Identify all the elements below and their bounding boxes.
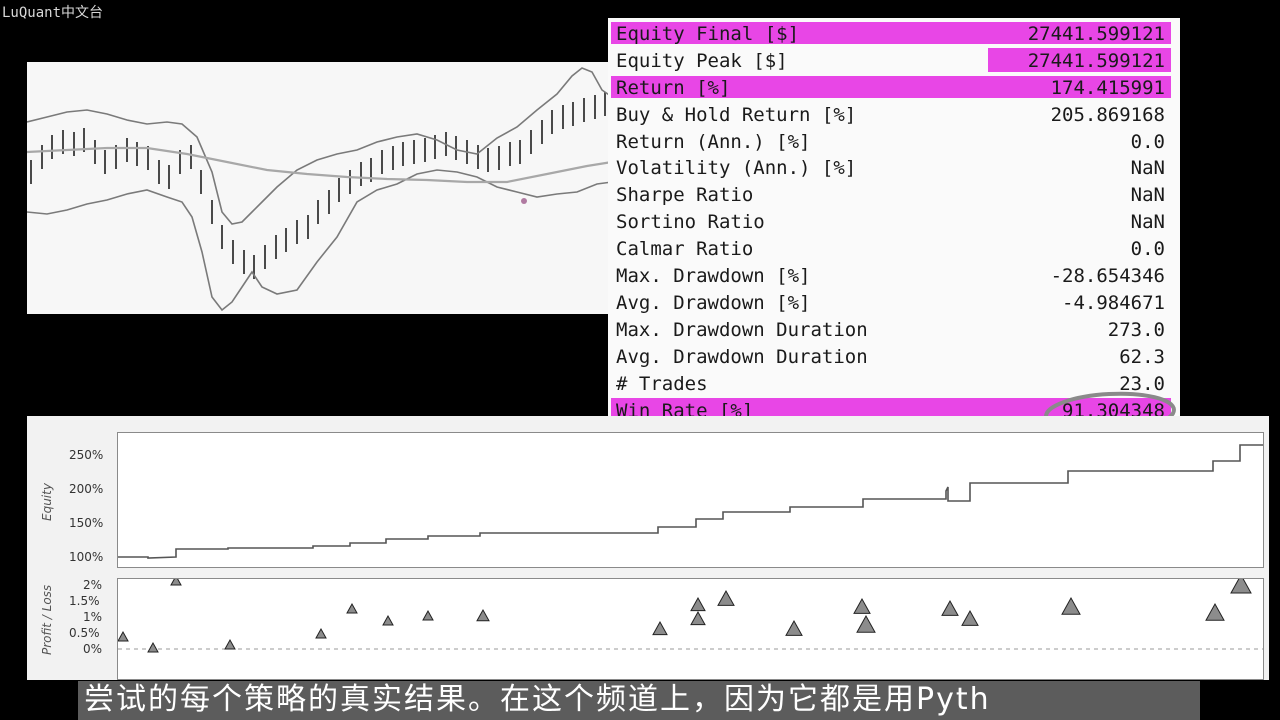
trade-triangle	[315, 627, 327, 639]
stat-row-return-ann: Return (Ann.) [%] 0.0	[608, 129, 1180, 155]
moving-average	[27, 146, 612, 184]
profit-loss-chart	[117, 578, 1264, 680]
stat-row-max-drawdown: Max. Drawdown [%] -28.654346	[608, 263, 1180, 289]
trade-triangle	[941, 599, 959, 616]
stat-row-buy-hold-return: Buy & Hold Return [%] 205.869168	[608, 102, 1180, 128]
highlight-equity-final	[611, 22, 1171, 44]
stat-value: 27441.599121	[1027, 50, 1165, 72]
trade-triangle	[1205, 602, 1225, 621]
price-bars	[30, 92, 606, 279]
trade-triangle	[690, 610, 706, 626]
stat-label: Calmar Ratio	[616, 238, 754, 260]
stat-row-calmar: Calmar Ratio 0.0	[608, 236, 1180, 262]
upper-band	[27, 67, 612, 225]
trade-triangle	[147, 641, 159, 653]
trade-triangle	[690, 596, 706, 612]
highlight-return	[611, 76, 1171, 98]
stat-value: 0.0	[1130, 131, 1165, 153]
stat-row-trades: # Trades 23.0	[608, 371, 1180, 397]
stat-row-avg-drawdown: Avg. Drawdown [%] -4.984671	[608, 290, 1180, 316]
stat-value: 273.0	[1107, 319, 1165, 341]
stat-value: NaN	[1130, 211, 1165, 233]
stat-row-sharpe: Sharpe Ratio NaN	[608, 182, 1180, 208]
stat-label: Equity Final [$]	[616, 23, 800, 45]
trade-triangle	[1061, 596, 1081, 615]
stat-value: 27441.599121	[1027, 23, 1165, 45]
stat-label: Return (Ann.) [%]	[616, 131, 811, 153]
trade-triangle	[422, 609, 434, 621]
trade-triangle	[1230, 579, 1252, 594]
stat-label: Max. Drawdown [%]	[616, 265, 811, 287]
pl-tick: 0%	[83, 642, 103, 656]
stat-value: 0.0	[1130, 238, 1165, 260]
stat-value: -4.984671	[1062, 292, 1165, 314]
equity-tick: 150%	[69, 516, 104, 530]
stat-label: Equity Peak [$]	[616, 50, 788, 72]
highlight-equity-peak-value	[988, 48, 1171, 72]
trade-triangle	[961, 609, 979, 626]
stat-value: NaN	[1130, 157, 1165, 179]
trade-triangle	[652, 620, 668, 636]
stat-value: -28.654346	[1050, 265, 1165, 287]
trade-triangle	[853, 597, 871, 614]
stat-row-volatility: Volatility (Ann.) [%] NaN	[608, 155, 1180, 181]
stat-row-equity-peak: Equity Peak [$] 27441.599121	[608, 48, 1180, 74]
equity-axis-title: Equity	[40, 483, 54, 521]
stat-value: 174.415991	[1050, 77, 1165, 99]
video-subtitle: 尝试的每个策略的真实结果。在这个频道上，因为它都是用Pyth	[84, 682, 991, 717]
stat-label: Sharpe Ratio	[616, 184, 754, 206]
stat-label: # Trades	[616, 373, 708, 395]
stat-label: Buy & Hold Return [%]	[616, 104, 857, 126]
stat-label: Volatility (Ann.) [%]	[616, 157, 857, 179]
equity-curve	[118, 444, 1263, 559]
equity-tick: 250%	[69, 448, 104, 462]
price-chart-panel	[27, 62, 612, 314]
trade-triangle	[346, 602, 358, 614]
stat-label: Sortino Ratio	[616, 211, 765, 233]
trade-triangle	[382, 614, 394, 626]
trade-triangle	[856, 614, 876, 633]
stat-label: Avg. Drawdown [%]	[616, 292, 811, 314]
pl-axis-title: Profit / Loss	[40, 584, 54, 655]
stat-row-equity-final: Equity Final [$] 27441.599121	[608, 21, 1180, 47]
channel-watermark: LuQuant中文台	[2, 5, 104, 21]
price-chart	[27, 67, 612, 312]
equity-pl-panel: Equity 250% 200% 150% 100% Profit / Loss…	[27, 416, 1269, 680]
stat-value: NaN	[1130, 184, 1165, 206]
trade-triangle	[476, 608, 490, 622]
stat-row-max-drawdown-duration: Max. Drawdown Duration 273.0	[608, 317, 1180, 343]
stat-value: 23.0	[1119, 373, 1165, 395]
equity-tick: 100%	[69, 550, 104, 564]
lower-band	[27, 169, 612, 312]
stat-row-return: Return [%] 174.415991	[608, 75, 1180, 101]
pl-tick: 2%	[83, 578, 103, 592]
trade-triangle	[118, 630, 129, 642]
profit-loss-svg	[118, 579, 1263, 653]
stat-label: Return [%]	[616, 77, 731, 99]
stat-label: Max. Drawdown Duration	[616, 319, 868, 341]
trade-triangle	[224, 638, 236, 650]
stat-value: 205.869168	[1050, 104, 1165, 126]
stat-row-avg-drawdown-duration: Avg. Drawdown Duration 62.3	[608, 344, 1180, 370]
pl-tick: 1%	[83, 610, 103, 624]
pl-tick: 0.5%	[69, 626, 100, 640]
equity-chart	[117, 432, 1264, 568]
trade-triangle	[717, 589, 735, 606]
trade-triangle	[170, 579, 182, 586]
trade-triangle	[785, 619, 803, 636]
backtest-stats-panel: Equity Final [$] 27441.599121 Equity Pea…	[608, 18, 1180, 430]
stat-label: Avg. Drawdown Duration	[616, 346, 868, 368]
subtitle-background	[78, 681, 1200, 720]
equity-tick: 200%	[69, 482, 104, 496]
pl-tick: 1.5%	[69, 594, 100, 608]
equity-chart-svg	[118, 444, 1263, 559]
stat-value: 62.3	[1119, 346, 1165, 368]
trade-marker	[521, 198, 527, 204]
stat-row-sortino: Sortino Ratio NaN	[608, 209, 1180, 235]
